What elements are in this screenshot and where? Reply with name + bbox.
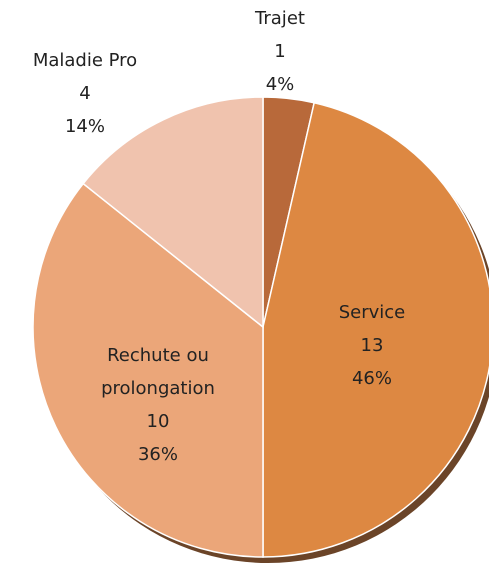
value-label: 13	[360, 335, 384, 356]
value-label: 1	[274, 41, 286, 62]
category-label: Rechute ou prolongation	[101, 345, 215, 399]
slice-label: Trajet 1 4%	[195, 2, 365, 101]
percent-label: 46%	[351, 368, 392, 389]
value-label: 4	[79, 83, 91, 104]
value-label: 10	[146, 411, 170, 432]
percent-label: 14%	[64, 116, 105, 137]
slice-label: Rechute ou prolongation 10 36%	[73, 339, 243, 471]
category-label: Service	[338, 302, 406, 323]
percent-label: 36%	[137, 444, 178, 465]
category-label: Maladie Pro	[32, 50, 138, 71]
pie-slice	[32, 182, 264, 558]
percent-label: 4%	[265, 74, 295, 95]
slice-label: Maladie Pro 4 14%	[0, 44, 170, 143]
category-label: Trajet	[255, 8, 305, 29]
slice-label: Service 13 46%	[287, 296, 457, 395]
pie-slice	[262, 101, 489, 558]
pie-slice	[82, 96, 264, 329]
